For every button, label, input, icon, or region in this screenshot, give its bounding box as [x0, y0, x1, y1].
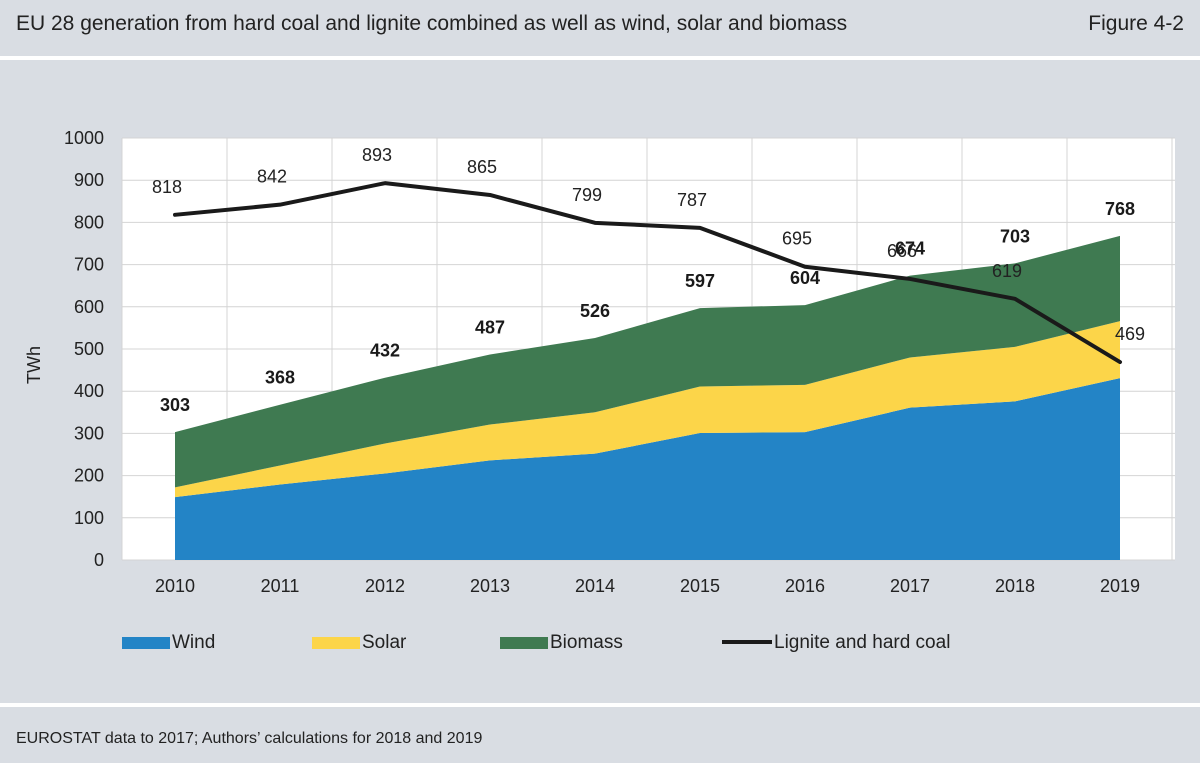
coal-value-label: 469 [1115, 324, 1145, 344]
coal-value-label: 865 [467, 157, 497, 177]
bottom-divider [0, 703, 1200, 707]
coal-value-label: 619 [992, 261, 1022, 281]
legend: Wind Solar Biomass Lignite and hard coal [122, 632, 950, 653]
total-value-label: 303 [160, 395, 190, 415]
x-tick-label: 2013 [470, 576, 510, 596]
y-tick-label: 900 [74, 170, 104, 190]
x-tick-label: 2012 [365, 576, 405, 596]
legend-swatch-wind [122, 637, 170, 649]
y-tick-label: 800 [74, 212, 104, 232]
y-tick-label: 400 [74, 381, 104, 401]
y-tick-label: 100 [74, 508, 104, 528]
top-divider [0, 56, 1200, 60]
axes: 0 100 200 300 400 500 600 700 800 900 1000 2010 2011… [64, 128, 1140, 596]
y-tick-label: 500 [74, 339, 104, 359]
y-tick-label: 700 [74, 255, 104, 275]
stacked-areas [175, 235, 1120, 560]
coal-value-label: 842 [257, 167, 287, 187]
x-tick-label: 2017 [890, 576, 930, 596]
total-value-label: 526 [580, 301, 610, 321]
x-tick-label: 2016 [785, 576, 825, 596]
coal-value-label: 787 [677, 190, 707, 210]
chart-svg: 818 842 893 865 799 787 695 666 619 469 303 368 432 4… [24, 128, 1175, 653]
coal-line-layer [173, 181, 1122, 365]
chart-title: EU 28 generation from hard coal and lign… [16, 12, 848, 35]
legend-label-solar: Solar [362, 632, 407, 653]
x-tick-label: 2015 [680, 576, 720, 596]
coal-point [593, 221, 597, 225]
total-value-label: 368 [265, 368, 295, 388]
legend-swatch-solar [312, 637, 360, 649]
total-value-label: 768 [1105, 199, 1135, 219]
y-tick-label: 1000 [64, 128, 104, 148]
x-tick-label: 2018 [995, 576, 1035, 596]
figure-label: Figure 4-2 [1088, 12, 1184, 35]
legend-label-biomass: Biomass [550, 632, 623, 653]
y-tick-label: 600 [74, 297, 104, 317]
y-tick-label: 200 [74, 466, 104, 486]
y-axis-label: TWh [24, 346, 44, 384]
coal-value-label: 695 [782, 229, 812, 249]
legend-swatch-biomass [500, 637, 548, 649]
y-tick-label: 300 [74, 423, 104, 443]
x-tick-label: 2010 [155, 576, 195, 596]
coal-point [698, 226, 702, 230]
legend-label-wind: Wind [172, 632, 215, 653]
coal-point [1118, 360, 1122, 364]
source-note: EUROSTAT data to 2017; Authors’ calculat… [16, 730, 483, 747]
coal-point [908, 277, 912, 281]
total-value-label: 604 [790, 268, 820, 288]
legend-label-lignite-and-hard-coal: Lignite and hard coal [774, 632, 950, 653]
coal-value-label: 666 [887, 241, 917, 261]
coal-value-label: 893 [362, 145, 392, 165]
chart-header: EU 28 generation from hard coal and lign… [0, 0, 1200, 52]
coal-point [488, 193, 492, 197]
coal-point [173, 213, 177, 217]
total-value-label: 674 [895, 239, 925, 259]
y-tick-label: 0 [94, 550, 104, 570]
area-wind [175, 378, 1120, 560]
coal-point [278, 203, 282, 207]
total-value-label: 703 [1000, 226, 1030, 246]
coal-point [1013, 297, 1017, 301]
total-value-label: 487 [475, 317, 505, 337]
area-biomass [175, 235, 1120, 488]
x-tick-label: 2019 [1100, 576, 1140, 596]
coal-value-label: 818 [152, 177, 182, 197]
x-tick-label: 2014 [575, 576, 615, 596]
area-solar [175, 321, 1120, 498]
total-value-label: 432 [370, 341, 400, 361]
coal-point [383, 181, 387, 185]
data-labels: 818 842 893 865 799 787 695 666 619 469 303 368 432 4… [152, 145, 1145, 415]
x-tick-label: 2011 [261, 576, 300, 596]
coal-point [803, 265, 807, 269]
line-lignite-hard-coal [173, 181, 1122, 365]
total-value-label: 597 [685, 271, 715, 291]
coal-value-label: 799 [572, 185, 602, 205]
